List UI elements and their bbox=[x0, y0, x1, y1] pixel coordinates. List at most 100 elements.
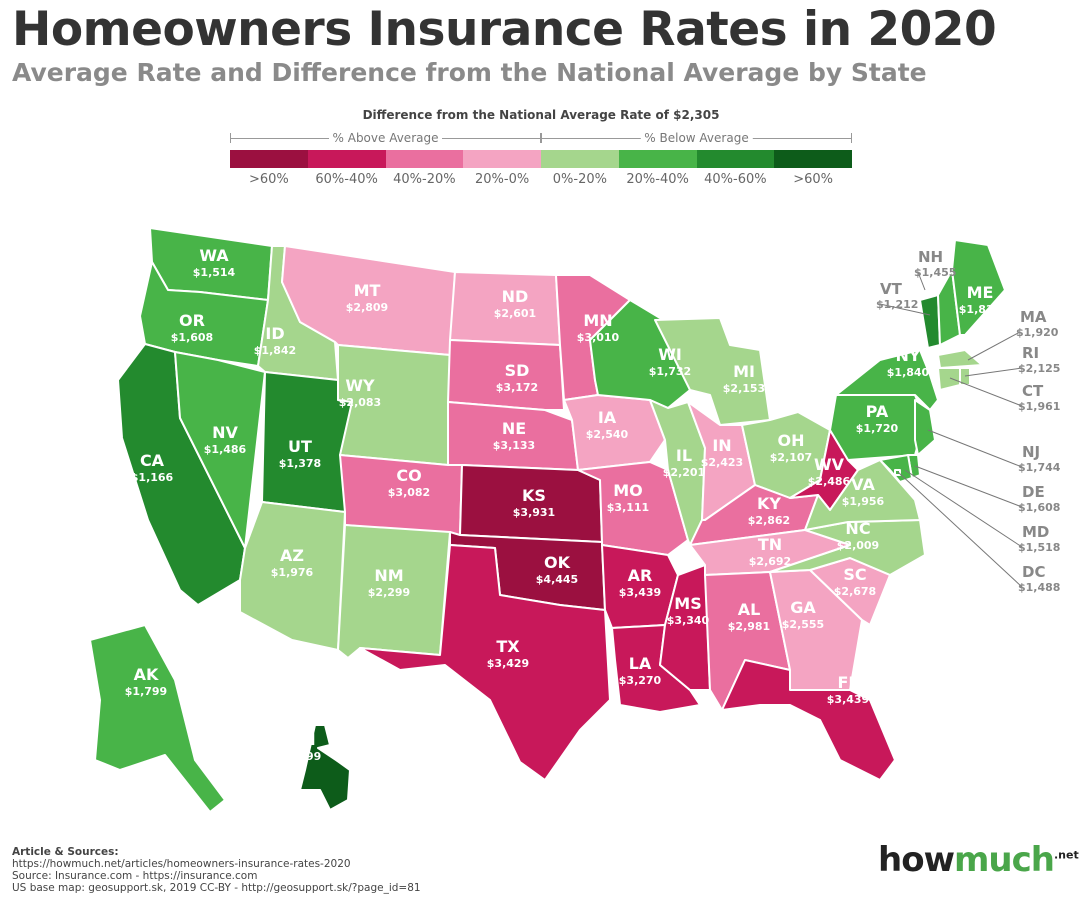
leader-line-ri bbox=[964, 367, 1023, 377]
legend-above-label: % Above Average bbox=[328, 131, 443, 145]
state-label-ms: MS bbox=[674, 594, 701, 613]
legend-swatch-0 bbox=[230, 150, 308, 168]
state-value-md: $1,518 bbox=[1018, 541, 1060, 554]
leader-line-vt bbox=[879, 303, 931, 316]
state-label-wi: WI bbox=[658, 345, 682, 364]
state-value-ne: $3,133 bbox=[493, 439, 535, 452]
state-label-la: LA bbox=[629, 654, 652, 673]
state-value-ri: $2,125 bbox=[1018, 362, 1060, 375]
state-value-dc: $1,488 bbox=[1018, 581, 1060, 594]
state-label-ca: CA bbox=[140, 451, 165, 470]
state-value-mi: $2,153 bbox=[723, 382, 765, 395]
state-label-pa: PA bbox=[866, 402, 889, 421]
state-label-ia: IA bbox=[598, 408, 617, 427]
state-label-wv: WV bbox=[814, 455, 845, 474]
state-value-oh: $2,107 bbox=[770, 451, 812, 464]
legend-swatch-2 bbox=[385, 150, 464, 168]
state-label-ok: OK bbox=[544, 553, 571, 572]
state-value-mt: $2,809 bbox=[346, 301, 388, 314]
source-line-article: https://howmuch.net/articles/homeowners-… bbox=[12, 858, 351, 870]
state-value-ma: $1,920 bbox=[1016, 326, 1059, 339]
state-label-sc: SC bbox=[843, 565, 866, 584]
state-label-or: OR bbox=[179, 311, 205, 330]
state-value-me: $1,833 bbox=[959, 303, 1001, 316]
state-label-ga: GA bbox=[790, 598, 816, 617]
state-label-id: ID bbox=[265, 324, 284, 343]
howmuch-logo: howmuch.net bbox=[878, 840, 1079, 880]
state-label-hi: HI bbox=[296, 730, 315, 749]
legend-bin-label-4: 0%-20% bbox=[552, 172, 607, 187]
state-label-tn: TN bbox=[758, 535, 782, 554]
state-label-ny: NY bbox=[896, 346, 921, 365]
state-label-md: MD bbox=[1022, 523, 1049, 541]
state-nj bbox=[914, 399, 936, 456]
legend-swatch-7 bbox=[774, 150, 852, 168]
state-value-nc: $2,009 bbox=[837, 539, 879, 552]
legend-below-label: % Below Average bbox=[640, 131, 753, 145]
state-value-vt: $1,212 bbox=[876, 298, 918, 311]
state-value-va: $1,956 bbox=[842, 495, 885, 508]
legend-title: Difference from the National Average Rat… bbox=[362, 108, 720, 122]
logo-net: .net bbox=[1053, 848, 1079, 862]
state-label-ut: UT bbox=[288, 437, 312, 456]
state-value-wi: $1,732 bbox=[649, 365, 691, 378]
state-value-ny: $1,840 bbox=[887, 366, 930, 379]
state-label-tx: TX bbox=[496, 637, 520, 656]
state-nv bbox=[174, 351, 266, 549]
state-value-sc: $2,678 bbox=[834, 585, 876, 598]
state-label-mi: MI bbox=[733, 362, 755, 381]
legend-swatch-3 bbox=[463, 150, 541, 168]
sources-block: Article & Sources: https://howmuch.net/a… bbox=[12, 846, 421, 894]
state-label-co: CO bbox=[396, 466, 421, 485]
state-value-nv: $1,486 bbox=[204, 443, 247, 456]
state-value-tn: $2,692 bbox=[749, 555, 791, 568]
state-label-mo: MO bbox=[613, 481, 643, 500]
state-label-me: ME bbox=[967, 283, 994, 302]
state-dc bbox=[894, 469, 901, 476]
legend-swatch-6 bbox=[696, 150, 775, 168]
state-label-nv: NV bbox=[212, 423, 238, 442]
state-label-ar: AR bbox=[628, 566, 653, 585]
state-label-nh: NH bbox=[918, 248, 943, 266]
state-value-la: $3,270 bbox=[619, 674, 662, 687]
state-label-al: AL bbox=[738, 600, 761, 619]
state-ct bbox=[937, 367, 961, 391]
state-label-va: VA bbox=[851, 475, 875, 494]
state-label-nc: NC bbox=[845, 519, 870, 538]
source-line-data: Source: Insurance.com - https://insuranc… bbox=[12, 870, 258, 882]
leader-line-ct bbox=[949, 377, 1023, 407]
state-value-ca: $1,166 bbox=[131, 471, 174, 484]
state-label-ky: KY bbox=[757, 494, 781, 513]
state-value-nh: $1,455 bbox=[914, 266, 956, 279]
state-label-mn: MN bbox=[583, 311, 612, 330]
state-value-nj: $1,744 bbox=[1018, 461, 1061, 474]
state-label-fl: FL bbox=[837, 673, 858, 692]
legend-swatch-4 bbox=[541, 150, 619, 168]
state-value-id: $1,842 bbox=[254, 344, 296, 357]
page-title: Homeowners Insurance Rates in 2020 bbox=[12, 2, 997, 57]
state-label-de: DE bbox=[1022, 483, 1045, 501]
state-value-ok: $4,445 bbox=[536, 573, 578, 586]
leader-line-md bbox=[904, 469, 1023, 548]
state-vt bbox=[919, 294, 941, 349]
state-value-in: $2,423 bbox=[701, 456, 743, 469]
state-label-sd: SD bbox=[505, 361, 530, 380]
legend-bin-label-1: 60%-40% bbox=[315, 172, 378, 187]
state-label-dc: DC bbox=[1022, 563, 1045, 581]
legend-color-bar bbox=[230, 150, 852, 168]
state-label-ri: RI bbox=[1022, 344, 1039, 362]
state-label-ma: MA bbox=[1020, 308, 1047, 326]
legend-bin-label-2: 40%-20% bbox=[393, 172, 456, 187]
state-value-pa: $1,720 bbox=[856, 422, 899, 435]
state-label-ak: AK bbox=[134, 665, 159, 684]
state-value-ak: $1,799 bbox=[125, 685, 167, 698]
leader-line-dc bbox=[897, 471, 1023, 588]
state-label-ks: KS bbox=[522, 486, 546, 505]
state-label-wy: WY bbox=[345, 376, 375, 395]
legend-below-bracket: % Below Average bbox=[541, 131, 852, 145]
state-label-il: IL bbox=[676, 446, 692, 465]
state-value-wa: $1,514 bbox=[193, 266, 236, 279]
state-value-hi: $499 bbox=[291, 750, 322, 763]
legend-bin-label-5: 20%-40% bbox=[626, 172, 689, 187]
